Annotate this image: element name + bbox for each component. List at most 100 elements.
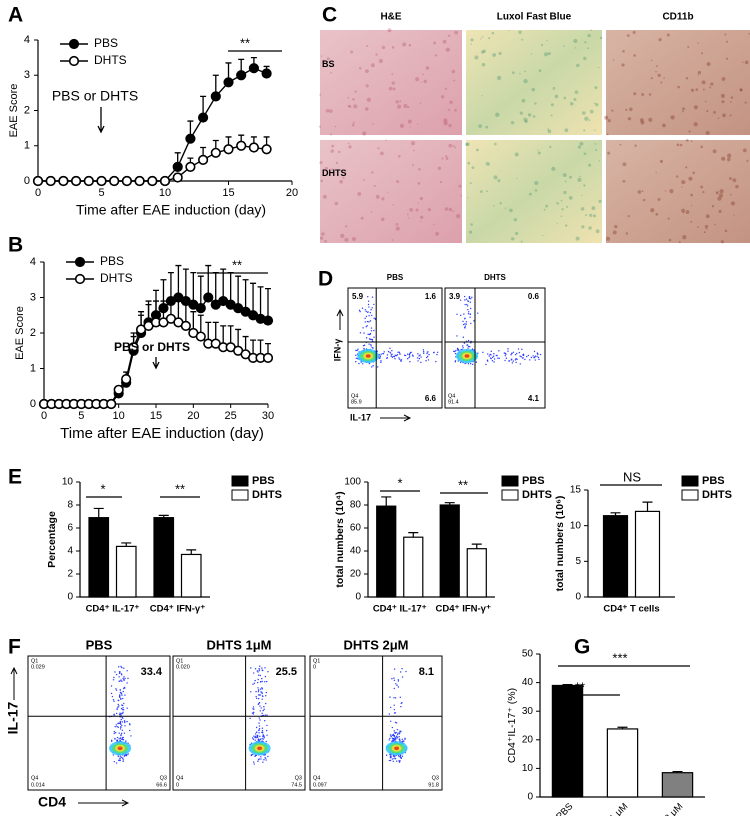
tissue-speck <box>499 202 502 205</box>
tissue-speck <box>676 143 680 147</box>
event-dot <box>466 305 469 307</box>
event-dot <box>472 363 474 365</box>
legend-swatch <box>501 489 519 501</box>
tissue-speck <box>690 88 695 92</box>
tissue-speck <box>560 215 563 218</box>
quadrant-value: 0.097 <box>313 782 327 788</box>
event-dot <box>261 695 264 697</box>
y-tick-label: 0 <box>67 592 73 603</box>
event-dot <box>400 702 402 705</box>
event-dot <box>112 699 115 701</box>
event-dot <box>117 699 120 702</box>
tissue-speck <box>516 177 518 180</box>
tissue-speck <box>682 211 685 214</box>
tissue-speck <box>360 216 364 220</box>
event-dot <box>368 333 371 336</box>
tissue-speck <box>454 146 457 149</box>
tissue-speck <box>655 212 659 216</box>
y-tick-label: 50 <box>522 649 534 660</box>
tissue-speck <box>581 225 585 229</box>
tissue-speck <box>381 197 385 201</box>
tissue-speck <box>391 46 395 49</box>
tissue-speck <box>391 81 396 85</box>
event-dot <box>467 308 469 311</box>
tissue-speck <box>330 133 333 136</box>
bar <box>376 505 397 598</box>
event-dot <box>265 695 267 697</box>
tissue-speck <box>447 108 450 111</box>
tissue-speck <box>467 161 471 165</box>
tissue-speck <box>576 63 580 68</box>
event-dot <box>264 757 266 759</box>
event-dot <box>130 735 132 737</box>
tissue-speck <box>482 49 486 53</box>
tissue-speck <box>733 214 735 216</box>
annotation: PBS or DHTS <box>52 88 138 104</box>
legend-label: DHTS <box>100 271 133 285</box>
tissue-speck <box>720 93 725 98</box>
tissue-speck <box>481 36 484 38</box>
error-bar <box>235 275 242 309</box>
tissue-speck <box>584 41 587 44</box>
tissue-speck <box>568 196 573 200</box>
event-dot <box>115 673 118 676</box>
tissue-speck <box>739 88 743 92</box>
event-dot <box>114 731 117 734</box>
event-dot <box>496 354 498 357</box>
tissue-speck <box>726 40 729 43</box>
error-bar <box>197 275 204 309</box>
event-dot <box>401 755 404 757</box>
event-dot <box>470 297 472 300</box>
x-tick-label: 5 <box>98 187 104 199</box>
event-dot <box>417 353 419 355</box>
event-dot <box>259 719 261 721</box>
tissue-speck <box>493 175 498 180</box>
event-dot <box>473 320 475 322</box>
tissue-speck <box>704 224 709 229</box>
tissue-speck <box>365 69 369 73</box>
tissue-speck <box>697 42 699 44</box>
tissue-speck <box>594 85 598 90</box>
event-dot <box>257 678 259 681</box>
tissue-speck <box>655 71 657 73</box>
tissue-speck <box>319 93 322 96</box>
tissue-speck <box>518 30 522 34</box>
legend-marker <box>68 55 80 67</box>
error-bar <box>265 287 271 321</box>
tissue-speck <box>514 231 519 236</box>
event-dot <box>393 677 395 679</box>
column-header: Luxol Fast Blue <box>497 12 572 23</box>
event-dot <box>398 736 400 738</box>
tissue-speck <box>563 96 567 100</box>
tissue-speck <box>391 73 394 76</box>
x-tick-label: DHTS 1 μM <box>587 801 630 816</box>
tissue-speck <box>451 69 456 74</box>
event-dot <box>258 669 260 672</box>
event-dot <box>355 361 357 363</box>
tissue-speck <box>387 191 389 193</box>
event-dot <box>263 708 265 710</box>
event-dot <box>262 735 264 738</box>
significance-label: ** <box>232 257 242 272</box>
tissue-speck <box>563 45 565 48</box>
event-dot <box>453 350 455 353</box>
event-dot <box>113 760 115 763</box>
event-dot <box>258 722 260 724</box>
event-dot <box>454 353 457 355</box>
legend-label: DHTS <box>522 489 552 501</box>
event-dot <box>391 758 394 760</box>
tissue-speck <box>419 215 424 219</box>
x-tick-label: 15 <box>150 410 162 422</box>
tissue-speck <box>729 114 732 117</box>
event-dot <box>119 728 122 730</box>
tissue-speck <box>485 161 490 166</box>
event-dot <box>399 754 402 757</box>
tissue-speck <box>619 143 622 146</box>
tissue-speck <box>388 86 393 91</box>
tissue-speck <box>348 145 352 149</box>
quadrant-value: Q4 <box>313 775 320 781</box>
event-dot <box>113 700 115 702</box>
tissue-speck <box>547 129 552 134</box>
tissue-speck <box>481 50 485 54</box>
panel-letter: E <box>8 466 22 489</box>
